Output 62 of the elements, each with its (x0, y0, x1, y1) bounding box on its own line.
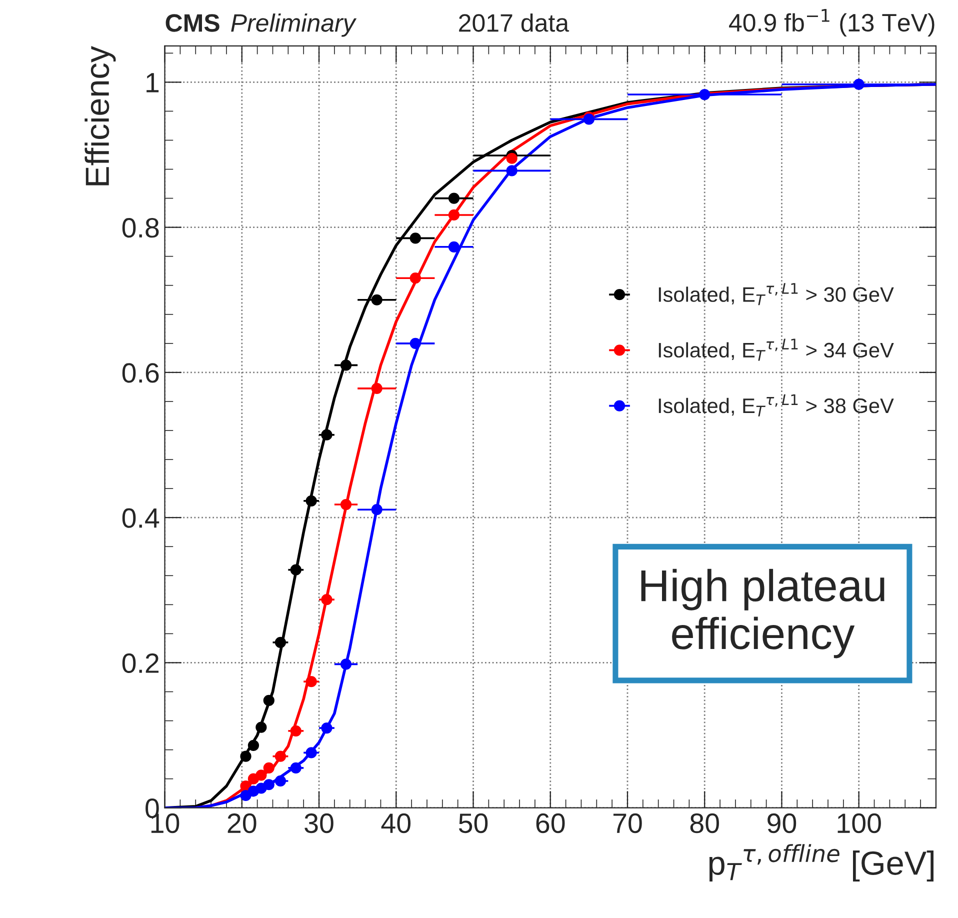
legend-label: Isolated, E$_{T}$$^{τ,L1}$ > 34 GeV (658, 338, 894, 361)
point (321, 722, 332, 734)
point (256, 770, 267, 781)
point (263, 762, 274, 774)
point (240, 790, 252, 802)
point (506, 152, 518, 164)
point (263, 694, 274, 706)
y-tick-label: 0.8 (122, 218, 159, 238)
x-tick-label: 20 (228, 813, 256, 834)
y-tick-label: 0.2 (122, 653, 159, 674)
y-tick-label: 0.6 (122, 363, 159, 383)
annotation: High plateau efficiency (641, 568, 884, 658)
point (410, 232, 421, 244)
y-tick-label: 1 (146, 73, 159, 92)
x-tick-label: 60 (536, 813, 565, 834)
x-tick-label: 80 (690, 813, 719, 834)
point (340, 498, 352, 510)
point (274, 775, 286, 787)
point (274, 750, 286, 762)
y-axis-title: Efficiency (84, 46, 116, 186)
point (240, 750, 252, 762)
point (506, 165, 518, 176)
legend-label: Isolated, E$_{T}$$^{τ,L1}$ > 30 GeV (658, 283, 894, 306)
legend-label: Isolated, E$_{T}$$^{τ,L1}$ > 38 GeV (658, 394, 894, 416)
point (321, 594, 332, 606)
point (853, 78, 864, 90)
point (306, 676, 317, 688)
point (290, 762, 302, 774)
point (371, 382, 382, 394)
point (321, 429, 332, 440)
x-tick-label: 40 (381, 813, 410, 834)
point (410, 272, 421, 284)
text: 2017 data (459, 13, 570, 32)
point (256, 782, 267, 794)
x-tick-label: 70 (613, 813, 642, 834)
point (371, 504, 382, 516)
x-tick-label: 50 (458, 813, 488, 834)
point (448, 192, 460, 204)
point (306, 495, 317, 506)
point (256, 722, 267, 733)
point (448, 209, 460, 221)
text: Preliminary (231, 13, 357, 37)
point (371, 294, 382, 306)
point (290, 564, 302, 576)
point (699, 88, 710, 100)
point (306, 747, 317, 758)
point (448, 241, 460, 252)
point (248, 740, 260, 751)
point (410, 338, 421, 349)
text: 40.9 fb$^{−1}$ (13 TeV) (729, 9, 934, 37)
point (290, 725, 302, 736)
point (274, 636, 286, 648)
y-tick-label: 0.4 (122, 508, 160, 528)
text: CMS (166, 14, 220, 32)
x-tick-label: 30 (304, 813, 334, 834)
point (340, 360, 352, 371)
x-tick-label: 100 (838, 813, 881, 834)
point (263, 779, 274, 790)
point (583, 114, 594, 125)
point (340, 658, 352, 670)
x-axis-title: p$_{T}$$^{τ,offline}$ [GeV] (709, 844, 934, 882)
x-tick-label: 90 (768, 813, 796, 834)
